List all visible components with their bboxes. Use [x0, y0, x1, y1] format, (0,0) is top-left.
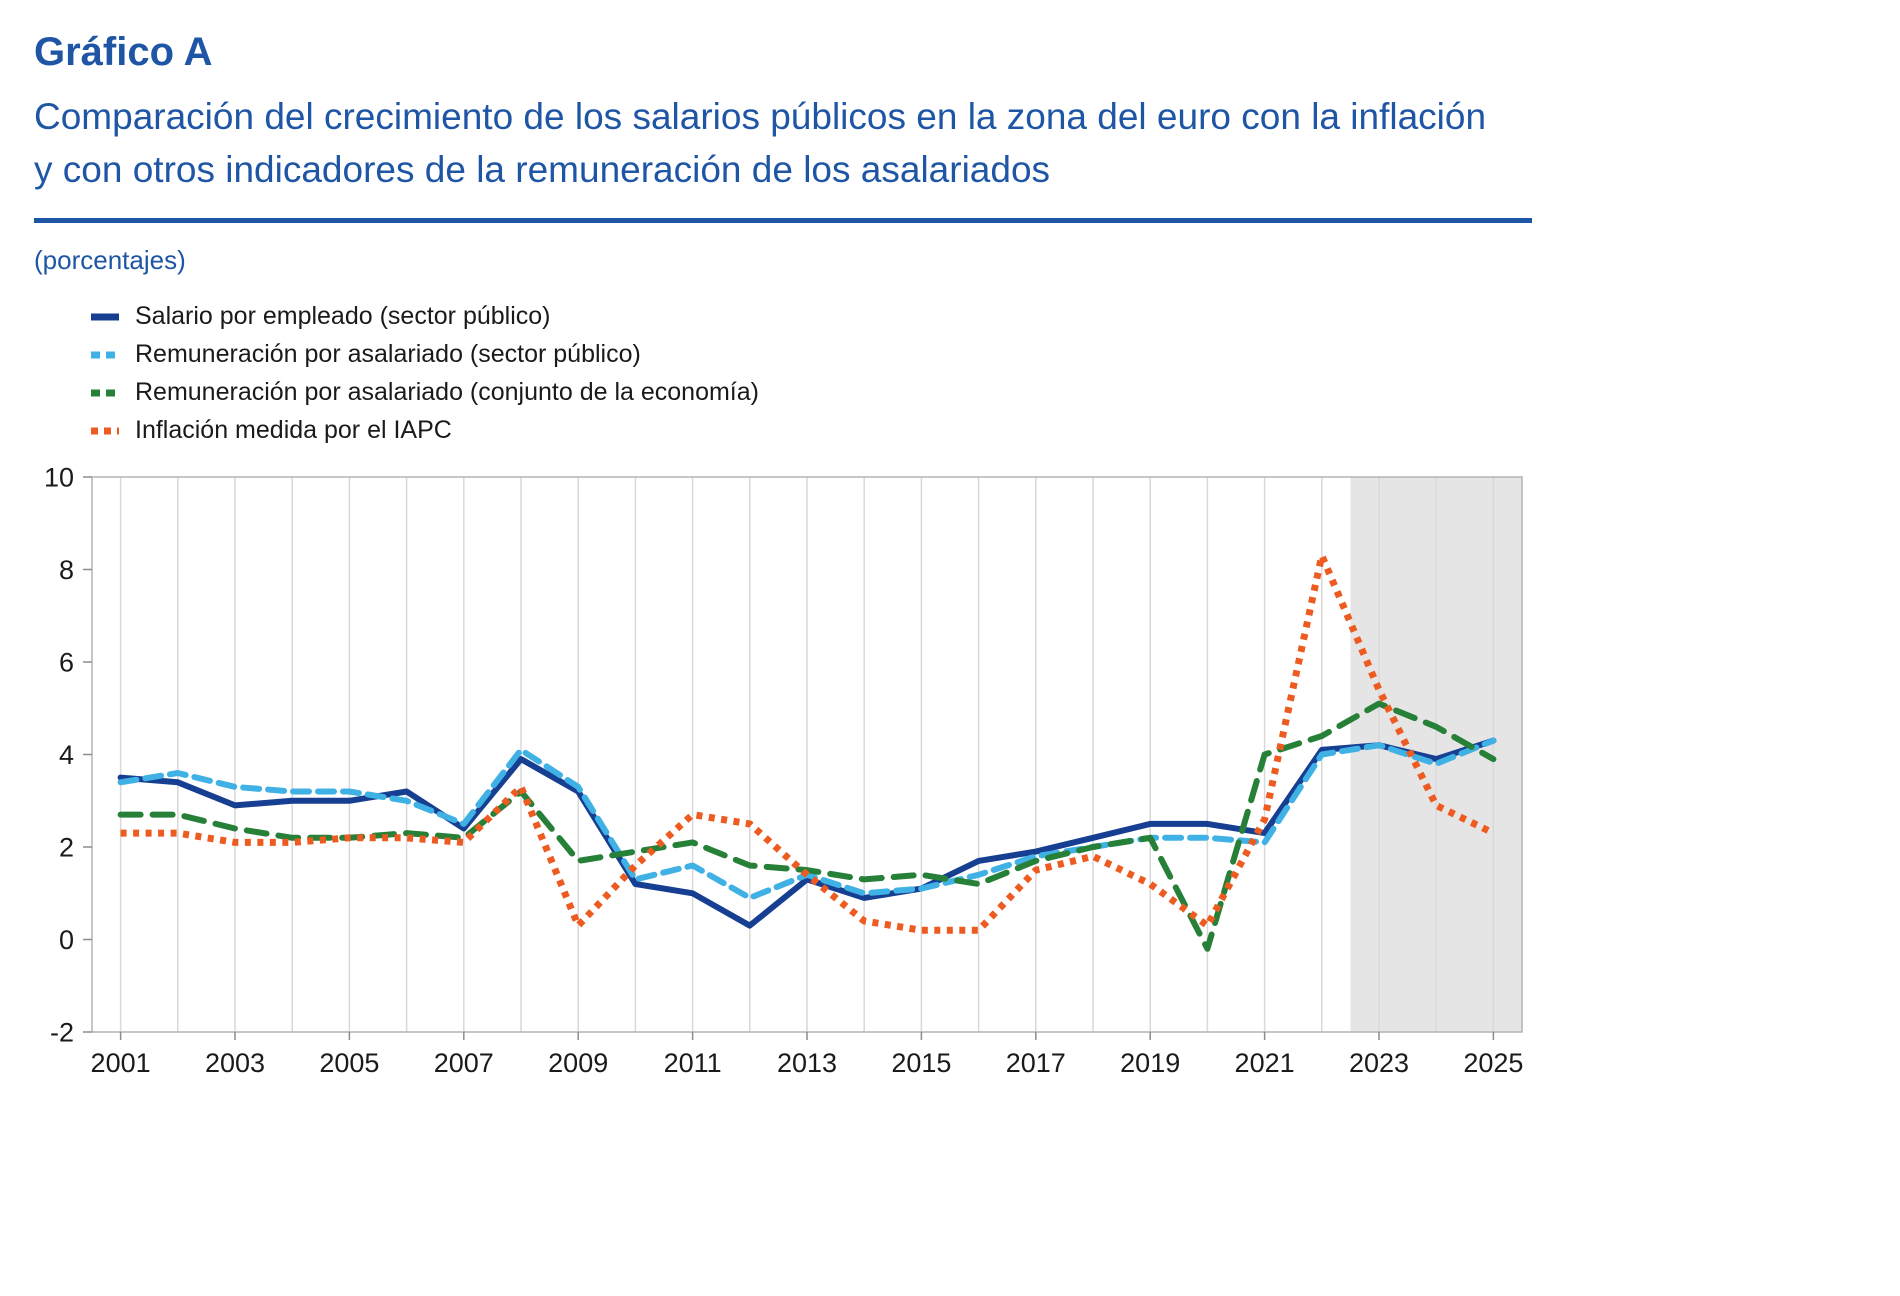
legend-item-2: Remuneración por asalariado (conjunto de… — [90, 378, 1866, 407]
chart-label: Gráfico A — [34, 30, 213, 74]
legend-marker-icon — [91, 313, 119, 321]
x-tick-label: 2007 — [434, 1048, 494, 1078]
title-divider — [34, 218, 1532, 224]
y-tick-label: -2 — [50, 1018, 74, 1048]
page: Gráfico A Comparación del crecimiento de… — [34, 30, 1866, 1101]
y-tick-label: 8 — [59, 555, 74, 585]
y-tick-label: 2 — [59, 833, 74, 863]
series-line-0 — [117, 737, 1497, 929]
series-line-3 — [120, 552, 1495, 934]
x-tick-label: 2015 — [891, 1048, 951, 1078]
x-tick-label: 2005 — [319, 1048, 379, 1078]
y-tick-label: 0 — [59, 925, 74, 955]
legend: Salario por empleado (sector público) Rem… — [90, 302, 1866, 445]
x-tick-label: 2001 — [91, 1048, 151, 1078]
x-tick-label: 2011 — [664, 1048, 722, 1078]
legend-marker-icon — [91, 389, 119, 397]
x-tick-label: 2023 — [1349, 1048, 1409, 1078]
legend-label: Remuneración por asalariado (conjunto de… — [135, 378, 759, 407]
x-tick-label: 2003 — [205, 1048, 265, 1078]
x-tick-label: 2017 — [1006, 1048, 1066, 1078]
line-chart: 10 8 6 4 2 0 -2 2001 2003 2005 2007 2009 2011 2013 201… — [44, 463, 1523, 1079]
x-tick-label: 2021 — [1235, 1048, 1295, 1078]
x-tick-label: 2013 — [777, 1048, 837, 1078]
y-tick-label: 6 — [59, 648, 74, 678]
y-tick-label: 4 — [59, 740, 74, 770]
legend-item-1: Remuneración por asalariado (sector públ… — [90, 340, 1866, 369]
legend-label: Salario por empleado (sector público) — [135, 302, 551, 331]
legend-label: Inflación medida por el IAPC — [135, 416, 452, 445]
legend-item-3: Inflación medida por el IAPC — [90, 416, 1866, 445]
x-tick-label: 2019 — [1120, 1048, 1180, 1078]
legend-marker-icon — [91, 427, 119, 435]
legend-item-0: Salario por empleado (sector público) — [90, 302, 1866, 331]
x-tick-label: 2025 — [1463, 1048, 1523, 1078]
chart-title: Comparación del crecimiento de los salar… — [34, 96, 1487, 190]
unit-label: (porcentajes) — [34, 245, 186, 276]
legend-label: Remuneración por asalariado (sector públ… — [135, 340, 641, 369]
legend-marker-icon — [91, 351, 119, 359]
y-tick-label: 10 — [44, 463, 74, 493]
x-tick-label: 2009 — [548, 1048, 608, 1078]
